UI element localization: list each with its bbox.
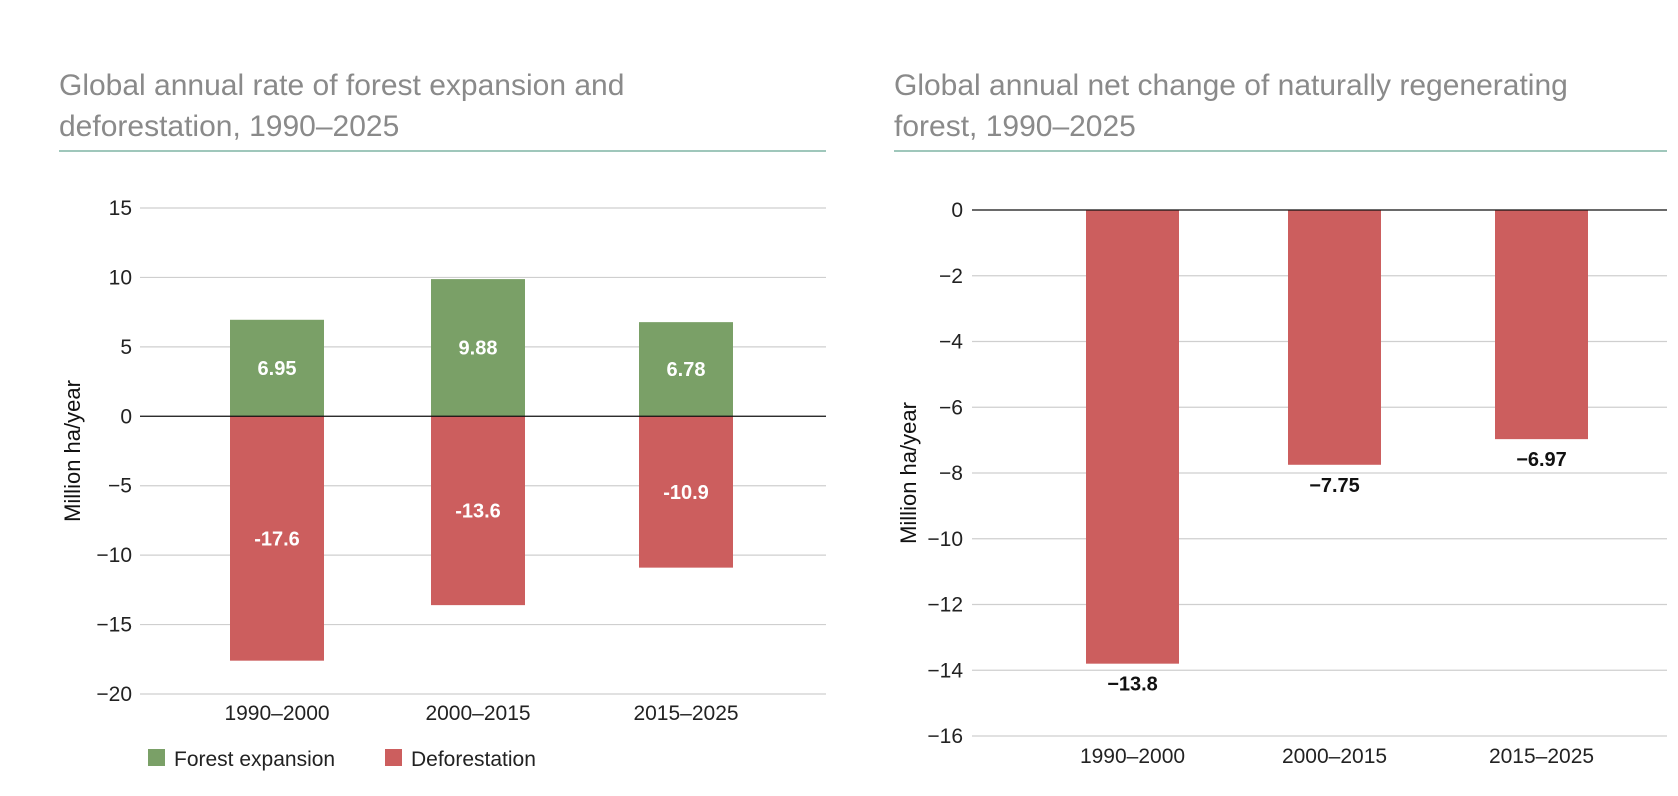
bar-deforestation	[639, 416, 733, 568]
y-tick-label: 0	[120, 405, 132, 428]
x-tick-label: 1990–2000	[1080, 745, 1185, 768]
chart-title-line: deforestation, 1990–2025	[59, 110, 399, 143]
legend-label: Forest expansion	[174, 748, 335, 771]
legend-swatch-deforestation	[385, 749, 402, 766]
y-tick-label: −6	[939, 396, 963, 419]
y-tick-label: −14	[927, 659, 963, 682]
bar-net-change	[1288, 210, 1381, 465]
data-label: 9.88	[459, 338, 498, 360]
chart-title-line: Global annual rate of forest expansion a…	[59, 69, 624, 102]
x-tick-label: 2000–2015	[425, 702, 530, 725]
y-tick-label: −8	[939, 462, 963, 485]
data-label: −13.8	[1107, 674, 1158, 696]
y-tick-label: −10	[96, 544, 132, 567]
y-tick-label: −12	[927, 594, 963, 617]
legend-swatch-forest-expansion	[148, 749, 165, 766]
bar-forest-expansion	[431, 279, 525, 417]
data-label: 6.78	[667, 359, 706, 381]
y-tick-label: −20	[96, 683, 132, 706]
y-tick-label: −5	[108, 475, 132, 498]
x-tick-label: 2015–2025	[1489, 745, 1594, 768]
y-tick-label: 15	[109, 197, 132, 220]
y-axis-label: Million ha/year	[60, 380, 85, 522]
y-tick-label: −16	[927, 725, 963, 748]
bar-forest-expansion	[230, 319, 324, 417]
bar-deforestation	[230, 416, 324, 661]
y-tick-label: −15	[96, 614, 132, 637]
x-tick-label: 2015–2025	[633, 702, 738, 725]
x-tick-label: 1990–2000	[224, 702, 329, 725]
chart-title-line: forest, 1990–2025	[894, 110, 1136, 143]
bar-forest-expansion	[639, 322, 733, 417]
bar-net-change	[1086, 210, 1179, 664]
bar-net-change	[1495, 210, 1588, 440]
data-label: −6.97	[1516, 449, 1567, 471]
y-tick-label: 5	[120, 336, 132, 359]
y-tick-label: −2	[939, 265, 963, 288]
y-tick-label: −4	[939, 331, 963, 354]
data-label: -17.6	[254, 528, 300, 550]
data-label: 6.95	[258, 358, 297, 380]
y-tick-label: 0	[951, 199, 963, 222]
data-label: −7.75	[1309, 475, 1360, 497]
legend-label: Deforestation	[411, 748, 536, 771]
x-tick-label: 2000–2015	[1282, 745, 1387, 768]
chart-title-line: Global annual net change of naturally re…	[894, 69, 1568, 102]
y-tick-label: 10	[109, 266, 132, 289]
y-tick-label: −10	[927, 528, 963, 551]
data-label: -13.6	[455, 501, 501, 523]
y-axis-label: Million ha/year	[896, 402, 921, 544]
bar-deforestation	[431, 416, 525, 606]
data-label: -10.9	[663, 482, 709, 504]
